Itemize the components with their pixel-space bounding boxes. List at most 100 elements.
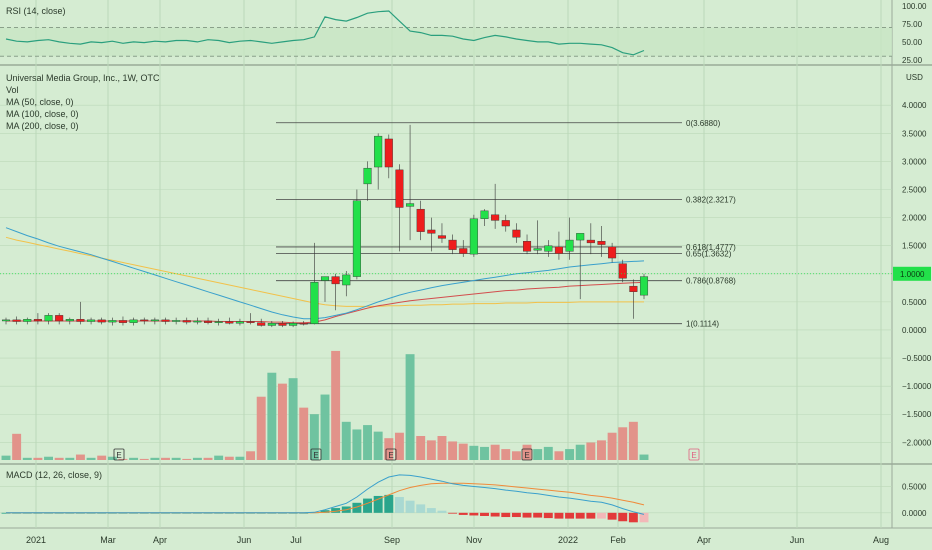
candle-body: [491, 214, 500, 221]
candle-body: [437, 235, 446, 239]
volume-bar: [12, 433, 22, 460]
candle-body: [76, 319, 85, 322]
candle-body: [299, 323, 308, 325]
volume-bar: [565, 449, 575, 460]
macd-histogram-bar: [618, 512, 628, 522]
rsi-axis-tick: 75.00: [902, 20, 923, 29]
fib-level-label: 0(3.6880): [686, 119, 721, 128]
time-axis-label: Feb: [610, 535, 626, 545]
volume-bar: [511, 451, 521, 460]
macd-histogram-bar: [363, 498, 372, 513]
volume-bar: [437, 436, 447, 460]
rsi-line: [5, 10, 645, 56]
macd-histogram-bar: [448, 512, 458, 514]
volume-bar: [394, 432, 404, 460]
symbol-title: Universal Media Group, Inc., 1W, OTC: [6, 73, 160, 83]
macd-histogram-bar: [533, 512, 543, 518]
price-axis-tick: 3.0000: [902, 157, 927, 166]
currency-label: USD: [906, 73, 923, 82]
time-axis-label: Nov: [466, 535, 483, 545]
earnings-marker-icon: [113, 448, 125, 461]
volume-bar: [480, 446, 489, 460]
candle-body: [469, 218, 478, 255]
volume-bar: [256, 396, 266, 460]
volume-bar: [331, 350, 341, 460]
ma50-line: [5, 227, 645, 320]
volume-bar: [618, 427, 628, 460]
macd-histogram-bar: [469, 512, 479, 516]
time-axis-label: Jun: [237, 535, 252, 545]
candle-body: [406, 203, 415, 207]
volume-bar: [65, 457, 75, 460]
candle-body: [65, 319, 74, 322]
volume-bar: [203, 457, 213, 460]
earnings-marker-icon: E: [313, 451, 318, 460]
candle-body: [448, 239, 457, 250]
volume-bar: [554, 451, 564, 460]
candle-body: [512, 229, 521, 238]
candle-body: [544, 245, 553, 252]
rsi-title: RSI (14, close): [6, 6, 66, 16]
price-axis-tick: 4.0000: [902, 101, 927, 110]
earnings-marker-icon: [521, 448, 533, 461]
volume-bar: [501, 449, 511, 460]
volume-bar: [639, 454, 649, 460]
volume-bar: [533, 449, 543, 460]
volume-bar: [373, 431, 383, 460]
volume-bar: [33, 457, 43, 460]
volume-bar: [448, 441, 458, 460]
time-axis-label: 2022: [558, 535, 578, 545]
macd-histogram-bar: [320, 510, 330, 513]
candle-body: [204, 320, 213, 323]
candle-body: [172, 320, 181, 322]
macd-histogram-bar: [565, 512, 575, 519]
fib-level-label: 1(0.1114): [686, 320, 719, 329]
earnings-marker-icon: E: [524, 451, 529, 460]
candle-body: [374, 135, 383, 168]
volume-bar: [586, 442, 596, 460]
time-axis-label: Jul: [290, 535, 302, 545]
macd-axis-tick: 0.0000: [902, 509, 927, 518]
candle-body: [597, 240, 606, 245]
candle-body: [501, 220, 510, 227]
ma200-legend: MA (200, close, 0): [6, 121, 79, 131]
macd-histogram-bar: [352, 502, 362, 513]
fib-level-label: 0.786(0.8768): [686, 277, 736, 286]
candle-body: [342, 274, 351, 286]
volume-bar: [235, 456, 245, 460]
macd-histogram-bar: [384, 494, 394, 513]
rsi-axis-tick: 100.00: [902, 2, 927, 11]
candle-body: [257, 322, 266, 326]
macd-histogram-bar: [437, 510, 447, 513]
candle-body: [214, 321, 223, 323]
candle-body: [608, 246, 617, 259]
macd-axis-tick: 0.5000: [902, 482, 927, 491]
time-axis-label: 2021: [26, 535, 46, 545]
future-earnings-icon: [688, 448, 700, 461]
candle-body: [586, 239, 595, 244]
candle-body: [352, 200, 361, 277]
volume-bar: [107, 456, 117, 460]
volume-bar: [597, 440, 606, 460]
candle-body: [140, 319, 149, 322]
volume-bar: [628, 421, 638, 460]
candle-body: [225, 321, 234, 324]
macd-histogram-bar: [480, 512, 489, 516]
candle-body: [1, 319, 11, 322]
candle-body: [182, 320, 191, 323]
price-axis-tick: 2.0000: [902, 214, 927, 223]
macd-histogram-bar: [543, 512, 553, 519]
volume-bar: [150, 457, 160, 460]
macd-histogram-bar: [501, 512, 511, 518]
candle-body: [363, 167, 372, 185]
candle-body: [55, 315, 64, 322]
volume-bar: [341, 421, 351, 460]
candle-body: [427, 229, 436, 234]
price-axis-tick: 1.5000: [902, 242, 927, 251]
volume-bar: [607, 432, 617, 460]
candle-body: [129, 319, 138, 323]
macd-histogram-bar: [405, 500, 415, 513]
price-axis-tick: −1.0000: [902, 382, 932, 391]
